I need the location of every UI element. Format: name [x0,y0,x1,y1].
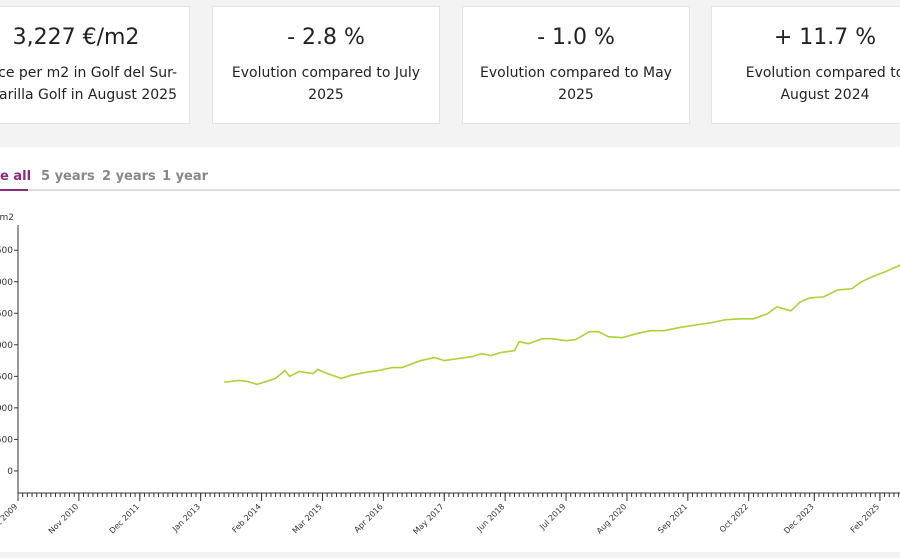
y-axis-title: m2 [0,213,14,223]
stat-value: - 1.0 % [537,25,615,50]
tab[interactable]: e all [0,169,31,184]
stat-card: - 2.8 % Evolution compared to July 2025 [212,6,440,124]
stat-value: + 11.7 % [773,25,877,50]
y-tick-label: 1500 [0,372,13,382]
tab[interactable]: 5 years [41,169,95,184]
stat-text: arilla Golf in August 2025 [0,87,177,103]
stat-text: ce per m2 in Golf del Sur- [0,65,177,81]
stat-text: Evolution compared to August 2024 [745,65,900,103]
stat-card: 3,227 €/m2 ce per m2 in Golf del Sur- ar… [0,6,190,124]
y-tick-label: 2000 [0,341,13,351]
stat-card: - 1.0 % Evolution compared to May 2025 [462,6,690,124]
chart: e all 5 years 2 years 1 year m2 Oct 2009… [0,147,900,552]
chart-panel [0,147,900,552]
y-tick-label: 3000 [0,278,13,288]
tab[interactable]: 1 year [162,169,209,184]
stat-value: - 2.8 % [287,25,365,50]
tab[interactable]: 2 years [102,169,156,184]
stat-value: 3,227 €/m2 [12,25,140,50]
y-tick-label: 1000 [0,404,13,414]
price-line [223,263,900,386]
y-tick-label: 0 [7,467,13,477]
y-tick-label: 500 [0,435,13,445]
stat-text: Evolution compared to May 2025 [480,65,672,103]
stat-text: Evolution compared to July 2025 [231,65,421,103]
y-tick-label: 3500 [0,246,13,256]
stat-card: + 11.7 % Evolution compared to August 20… [711,6,900,124]
